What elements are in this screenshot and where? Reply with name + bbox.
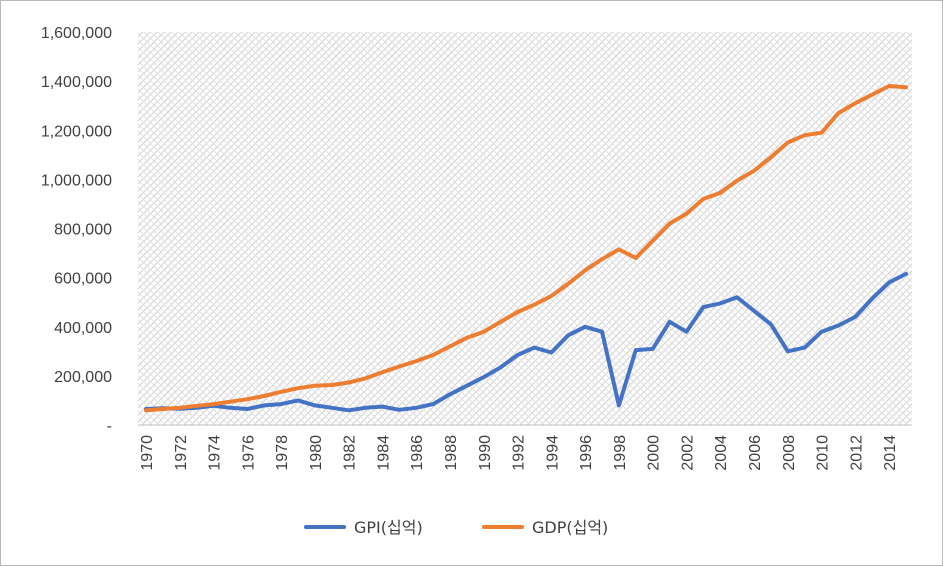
- x-tick-label: 1986: [409, 435, 426, 471]
- x-axis: 1970 1972 1974 1976 1978 1980 1982 1984 1986 1988…: [138, 424, 912, 471]
- x-tick-label: 1976: [240, 435, 257, 471]
- plot-area: [138, 32, 912, 425]
- legend: GPI(십억) GDP(십억): [304, 518, 608, 537]
- legend-label-gpi: GPI(십억): [354, 518, 423, 537]
- x-tick-label: 2014: [882, 435, 899, 471]
- x-tick-label: 1996: [578, 435, 595, 471]
- x-tick-label: 1998: [612, 435, 629, 471]
- x-tick-label: 1982: [342, 435, 359, 471]
- x-tick-label: 2008: [781, 435, 798, 471]
- x-tick-label: 2006: [747, 435, 764, 471]
- x-tick-label: 2010: [815, 435, 832, 471]
- x-tick-label: 2004: [713, 435, 730, 471]
- x-tick-label: 1974: [207, 435, 224, 471]
- x-tick-label: 1992: [511, 435, 528, 471]
- x-tick-label: 2002: [679, 435, 696, 471]
- x-tick-label: 1990: [477, 435, 494, 471]
- y-tick-label: 1,400,000: [41, 74, 112, 91]
- x-tick-label: 1994: [544, 435, 561, 471]
- y-tick-label: 800,000: [54, 222, 112, 239]
- y-tick-label: 1,600,000: [41, 25, 112, 42]
- y-tick-label: 600,000: [54, 271, 112, 288]
- legend-label-gdp: GDP(십억): [532, 518, 608, 537]
- x-tick-label: 1978: [274, 435, 291, 471]
- series-line-gpi: [144, 271, 908, 413]
- series-line-gdp: [144, 84, 908, 413]
- series-group: [144, 84, 908, 413]
- y-axis: - 200,000 400,000 600,000 800,000 1,000,000 1,…: [41, 25, 112, 435]
- x-tick-label: 2012: [848, 435, 865, 471]
- y-tick-label: -: [107, 418, 112, 435]
- y-tick-label: 1,000,000: [41, 172, 112, 189]
- x-tick-label: 2000: [646, 435, 663, 471]
- x-tick-label: 1970: [139, 435, 156, 471]
- y-tick-label: 400,000: [54, 320, 112, 337]
- x-tick-label: 1984: [375, 435, 392, 471]
- x-tick-label: 1980: [308, 435, 325, 471]
- x-tick-label: 1988: [443, 435, 460, 471]
- y-tick-label: 200,000: [54, 369, 112, 386]
- x-tick-label: 1972: [173, 435, 190, 471]
- y-tick-label: 1,200,000: [41, 123, 112, 140]
